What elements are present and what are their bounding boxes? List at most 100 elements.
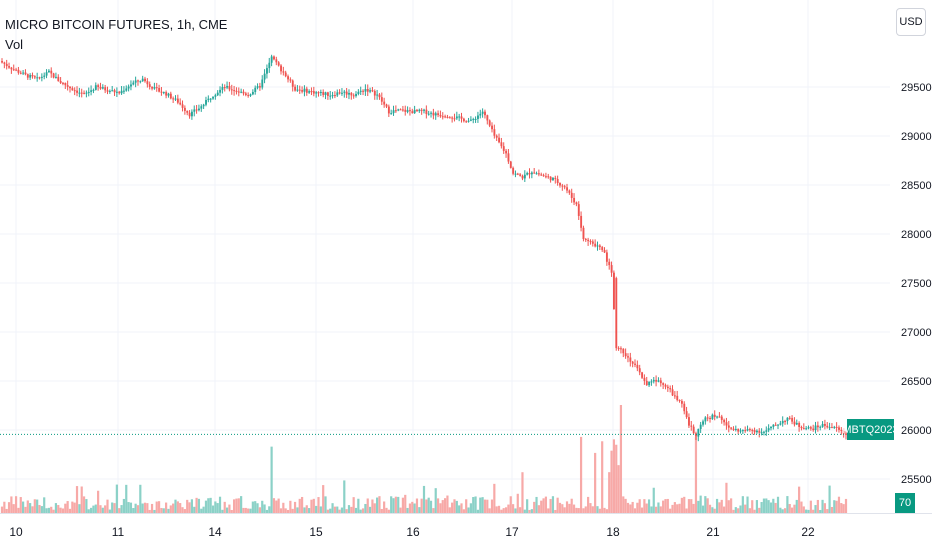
x-tick-label: 21 bbox=[706, 525, 720, 539]
volume-bar bbox=[5, 508, 8, 513]
candle-body bbox=[15, 69, 18, 71]
candle-body bbox=[52, 73, 55, 78]
volume-bar bbox=[495, 506, 498, 513]
volume-bar bbox=[64, 503, 67, 513]
candle-body bbox=[181, 104, 184, 108]
volume-bar bbox=[563, 507, 566, 513]
volume-bar bbox=[59, 507, 62, 513]
candle-body bbox=[824, 423, 826, 426]
volume-bar bbox=[265, 509, 269, 513]
candle-body bbox=[772, 424, 775, 427]
candle-body bbox=[310, 91, 313, 93]
candle-body bbox=[282, 71, 285, 73]
candle-body bbox=[287, 76, 290, 80]
candle-body bbox=[477, 115, 479, 119]
candle-body bbox=[71, 88, 74, 91]
volume-bar bbox=[371, 499, 374, 513]
volume-bar bbox=[722, 506, 726, 513]
volume-bar bbox=[704, 496, 707, 513]
candle-body bbox=[702, 421, 704, 425]
volume-bar bbox=[33, 499, 36, 513]
volume-bar bbox=[769, 502, 773, 513]
y-tick-label: 28000 bbox=[901, 229, 932, 241]
candle-body bbox=[334, 95, 336, 97]
volume-bar bbox=[136, 505, 140, 513]
candle-body bbox=[174, 98, 177, 100]
candle-body bbox=[774, 424, 777, 426]
candle-body bbox=[812, 428, 815, 431]
candle-body bbox=[807, 427, 810, 429]
volume-bar bbox=[549, 498, 552, 513]
volume-bar bbox=[528, 509, 531, 513]
volume-bar bbox=[237, 498, 240, 513]
volume-bar bbox=[390, 496, 393, 513]
candle-body bbox=[460, 116, 463, 119]
volume-bar bbox=[645, 503, 648, 513]
candle-body bbox=[106, 90, 109, 92]
volume-bar bbox=[720, 499, 723, 513]
x-tick-label: 10 bbox=[9, 525, 23, 539]
volume-bar bbox=[148, 509, 151, 513]
candle-body bbox=[643, 377, 646, 381]
volume-bar bbox=[530, 509, 533, 513]
volume-bar bbox=[326, 509, 329, 513]
volume-bar bbox=[99, 505, 102, 513]
volume-bar bbox=[242, 507, 245, 513]
candle-body bbox=[645, 380, 648, 386]
candle-body bbox=[200, 106, 203, 109]
price-axis[interactable]: 25500 26000 26500 27000 27500 28000 28500 29000… bbox=[901, 82, 932, 486]
volume-bar bbox=[263, 504, 266, 513]
volume-bar bbox=[54, 503, 58, 513]
candle-body bbox=[312, 91, 315, 94]
time-axis[interactable]: 10 11 14 15 16 17 18 21 22 bbox=[9, 525, 815, 539]
candle-body bbox=[448, 117, 451, 119]
currency-button[interactable]: USD bbox=[896, 8, 926, 36]
candle-body bbox=[17, 69, 20, 73]
volume-bar bbox=[753, 509, 756, 513]
volume-bar bbox=[570, 498, 573, 513]
volume-bar bbox=[652, 487, 655, 513]
candle-body bbox=[359, 90, 362, 92]
candle-body bbox=[793, 421, 796, 425]
candle-body bbox=[380, 97, 383, 102]
volume-bar bbox=[373, 503, 376, 513]
volume-bar bbox=[247, 508, 250, 513]
candle-body bbox=[563, 186, 566, 188]
candle-body bbox=[582, 227, 585, 240]
candle-body bbox=[80, 92, 83, 94]
candle-body bbox=[495, 135, 498, 138]
volume-bar bbox=[261, 500, 264, 513]
volume-bar bbox=[486, 499, 489, 513]
candle-body bbox=[390, 113, 393, 115]
volume-bar bbox=[368, 506, 372, 513]
volume-bar bbox=[347, 505, 351, 513]
volume-bar bbox=[762, 498, 766, 513]
volume-bar bbox=[453, 499, 456, 513]
candle-body bbox=[254, 87, 257, 92]
candle-body bbox=[137, 80, 139, 82]
candle-body bbox=[662, 383, 665, 385]
candle-body bbox=[629, 357, 632, 362]
candle-body bbox=[795, 422, 798, 425]
x-tick-label: 15 bbox=[309, 525, 323, 539]
candle-body bbox=[472, 119, 475, 121]
candle-body bbox=[284, 72, 287, 77]
volume-bar bbox=[497, 505, 501, 513]
volume-bar bbox=[715, 498, 719, 513]
candle-body bbox=[289, 79, 292, 81]
candle-body bbox=[467, 120, 470, 122]
y-tick-label: 26500 bbox=[901, 376, 932, 388]
candle-body bbox=[650, 381, 653, 383]
candle-body bbox=[730, 427, 733, 429]
candle-body bbox=[666, 386, 669, 389]
volume-bar bbox=[43, 497, 46, 513]
candle-body bbox=[840, 429, 843, 431]
candle-body bbox=[683, 403, 686, 412]
volume-bar bbox=[115, 484, 118, 513]
volume-bar bbox=[631, 501, 634, 513]
volume-bar bbox=[240, 496, 243, 513]
volume-bar bbox=[179, 503, 182, 513]
candle-body bbox=[29, 75, 32, 78]
candle-body bbox=[802, 428, 805, 430]
